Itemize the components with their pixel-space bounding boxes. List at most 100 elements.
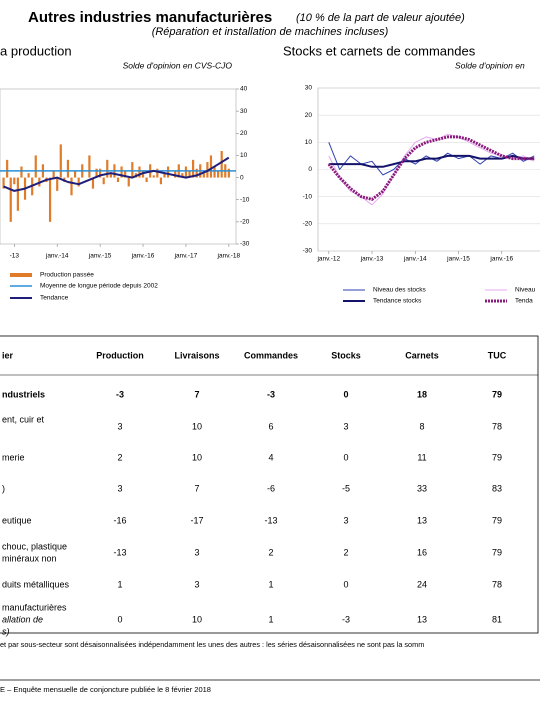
y-tick-label: 10 [305,139,313,146]
table-cell: -5 [342,483,350,493]
series-line [328,154,535,168]
x-tick-label: janv.-15 [88,253,112,260]
table-header: TUC [488,350,507,360]
y-tick-label: -30 [240,241,250,248]
table-header: Stocks [331,350,361,360]
chart-subtitle: Solde d'opinion en [455,60,525,70]
table-cell: 4 [268,452,273,462]
bar [52,170,55,178]
table-cell: 78 [492,579,502,589]
table-cell: 3 [343,421,348,431]
row-label: manufacturières [2,602,67,612]
table-cell: 79 [492,389,502,399]
bar [120,166,123,178]
bar [159,177,163,185]
bar [99,168,102,178]
table-cell: 79 [492,452,502,462]
table-cell: -3 [342,614,350,624]
table-cell: 8 [419,421,424,431]
bar [20,166,23,178]
table-cell: -3 [267,389,275,399]
legend-label: Niveau des stocks [373,287,426,294]
legend-label: Tenda [515,298,533,305]
bar [220,151,223,178]
table-cell: 2 [268,547,273,557]
table-cell: 2 [117,452,122,462]
bar [195,168,198,178]
row-label: eutique [2,515,32,525]
table-cell: 3 [117,483,122,493]
x-tick-label: janv.-13 [360,256,384,263]
x-tick-label: janv.-16 [131,253,155,260]
series-line [3,156,230,192]
y-tick-label: 0 [240,174,244,181]
table-cell: -13 [113,547,126,557]
legend-label: Moyenne de longue période depuis 2002 [40,283,158,290]
x-tick-label: janv.-12 [316,256,340,263]
bar [6,159,9,178]
table-cell: 83 [492,483,502,493]
x-tick-label: janv.-15 [446,256,470,263]
y-tick-label: -20 [303,221,313,228]
bar [141,170,145,178]
y-tick-label: 20 [305,112,313,119]
x-tick-label: janv.-14 [45,253,69,260]
legend-label: Tendance stocks [373,298,422,305]
table-header: Production [96,350,144,360]
table-header: Livraisons [174,350,219,360]
table-cell: 0 [343,452,348,462]
bar [56,177,59,191]
table-cell: -13 [264,515,277,525]
bar [145,177,148,182]
table-cell: 81 [492,614,502,624]
table-cell: 16 [417,547,427,557]
bar [2,177,5,189]
row-label: allation de [2,614,43,624]
table-cell: 7 [194,483,199,493]
table-cell: 1 [117,579,122,589]
y-tick-label: 10 [240,152,248,159]
table-cell: 1 [268,579,273,589]
row-label: ndustriels [2,389,45,399]
bar [102,177,105,185]
footer: E – Enquête mensuelle de conjoncture pub… [0,685,211,694]
x-tick-label: janv.-14 [403,256,427,263]
bar [13,177,16,185]
table-cell: 10 [192,452,202,462]
x-tick-label: janv.-18 [217,253,241,260]
table-border [0,335,539,634]
legend-label: Niveau [515,287,536,294]
footnote: et par sous-secteur sont désaisonnalisée… [0,640,424,649]
bar [70,177,73,196]
x-tick-label: janv.-17 [174,253,198,260]
table-cell: 6 [268,421,273,431]
table-cell: 3 [194,547,199,557]
bar [184,166,188,178]
chart-subtitle: Solde d'opinion en CVS-CJO [123,60,233,70]
bar [127,177,130,187]
bar [163,173,166,178]
table-cell: 0 [343,579,348,589]
y-tick-label: 0 [308,166,312,173]
bar [66,159,70,178]
table-header: Commandes [244,350,298,360]
bar [188,170,191,178]
bar [88,155,91,178]
bar [16,177,19,211]
table-cell: 10 [192,614,202,624]
table-cell: 3 [343,515,348,525]
bar [166,166,170,178]
table-cell: 79 [492,547,502,557]
bar [181,173,184,178]
table-cell: 33 [417,483,427,493]
table-cell: 79 [492,515,502,525]
table-header: Carnets [405,350,439,360]
legend-label: Tendance [40,295,69,302]
x-tick-label: -13 [10,253,20,260]
chart-title: Stocks et carnets de commandes [283,43,476,58]
row-label: ) [2,483,5,493]
bar [227,168,230,178]
bar [77,177,80,187]
y-tick-label: -30 [303,248,313,255]
bar [109,173,112,178]
